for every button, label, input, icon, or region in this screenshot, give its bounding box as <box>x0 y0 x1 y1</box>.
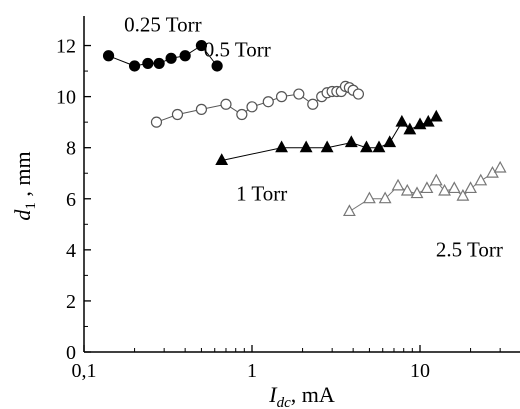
data-point <box>360 140 373 153</box>
data-point <box>195 103 208 115</box>
series-label: 1 Torr <box>236 181 287 205</box>
data-point <box>102 50 115 62</box>
data-point <box>447 181 461 194</box>
data-point <box>403 122 417 135</box>
data-point <box>474 173 488 186</box>
series-label: 0.25 Torr <box>124 13 201 37</box>
data-point <box>211 60 223 72</box>
data-point <box>429 173 443 186</box>
y-tick-label: 6 <box>66 189 76 211</box>
data-point <box>400 183 414 196</box>
series <box>150 80 365 128</box>
data-point <box>307 98 319 110</box>
data-point <box>299 140 313 153</box>
y-tick-label: 0 <box>66 342 76 364</box>
series-label: 2.5 Torr <box>436 238 503 262</box>
data-point <box>420 181 434 194</box>
data-point <box>275 91 288 103</box>
y-tick-label: 4 <box>66 240 76 262</box>
data-point <box>363 191 376 204</box>
data-point <box>262 96 274 108</box>
data-point <box>320 140 334 153</box>
data-point <box>142 57 154 70</box>
data-point <box>352 88 365 100</box>
y-tick-label: 10 <box>56 87 76 109</box>
data-point <box>220 98 232 110</box>
y-axis-label-unit: , mm <box>10 151 35 202</box>
data-point <box>128 60 141 72</box>
data-point <box>165 52 177 64</box>
data-point <box>293 88 305 100</box>
data-point <box>464 181 477 194</box>
series <box>102 39 223 72</box>
data-point <box>215 153 229 165</box>
data-point <box>195 39 208 52</box>
data-point <box>236 108 248 121</box>
y-axis-label: d1 , mm <box>10 151 39 220</box>
series <box>342 160 507 217</box>
x-axis-label-sub: dc <box>277 395 292 409</box>
data-point <box>342 204 356 217</box>
data-point <box>456 188 470 201</box>
data-point <box>150 116 163 128</box>
y-tick-label: 12 <box>56 36 76 58</box>
plot-area <box>102 39 507 217</box>
axes: 0 2 4 6 8 10 12 0,1 1 10 <box>56 16 520 382</box>
data-point <box>395 114 409 127</box>
x-tick-label: 1 <box>247 360 257 382</box>
data-point <box>344 135 358 148</box>
data-point <box>246 101 258 113</box>
x-tick-label: 10 <box>410 360 430 382</box>
data-point <box>171 108 184 121</box>
x-axis-label-unit: , mA <box>291 382 335 407</box>
x-tick-label: 0,1 <box>72 360 97 382</box>
data-point <box>275 140 288 153</box>
data-point <box>179 50 191 62</box>
x-axis-label-main: I <box>268 382 278 407</box>
data-point <box>438 183 451 196</box>
data-point <box>383 135 397 148</box>
y-tick-label: 8 <box>66 138 76 160</box>
series-label: 0.5 Torr <box>204 37 271 61</box>
data-point <box>153 57 165 70</box>
data-point <box>429 109 443 122</box>
y-axis-label-sub: 1 <box>23 202 39 210</box>
x-axis-label: Idc, mA <box>268 382 335 409</box>
series <box>215 109 443 165</box>
data-point <box>410 186 424 199</box>
y-tick-label: 2 <box>66 291 76 313</box>
data-point <box>372 140 386 153</box>
y-axis-label-main: d <box>10 209 35 221</box>
data-point <box>493 160 507 173</box>
data-point <box>391 178 405 191</box>
data-point <box>378 191 392 204</box>
